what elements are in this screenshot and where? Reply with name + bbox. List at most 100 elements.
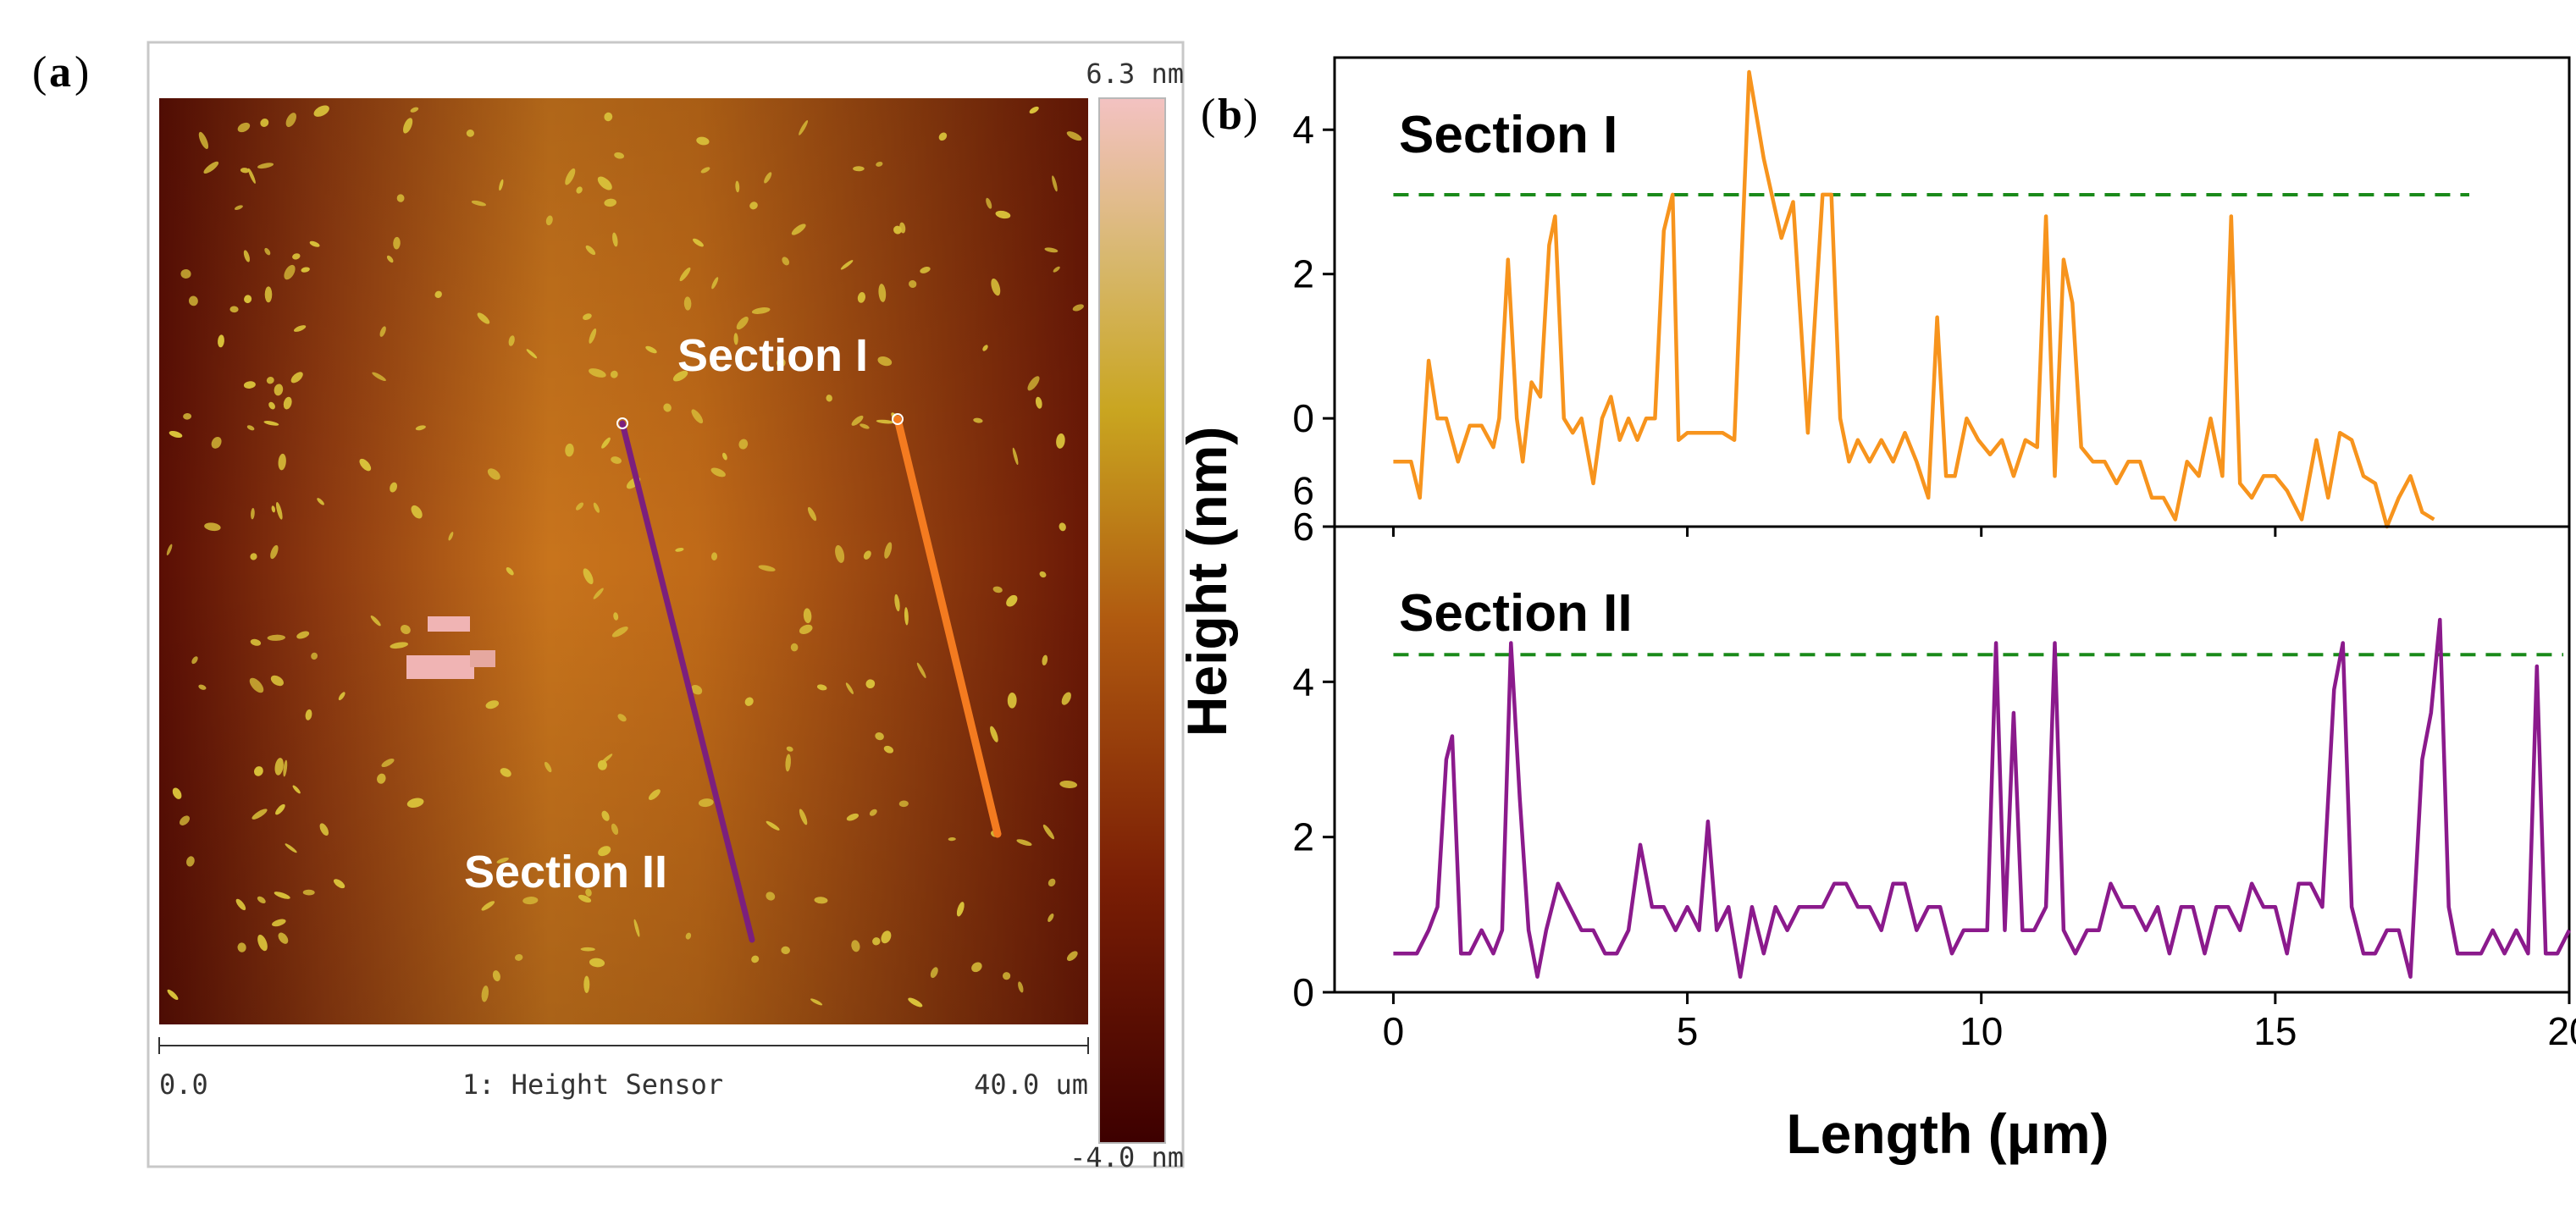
afm-particle bbox=[264, 247, 271, 256]
subplot-section-1: 0 2 4 6 bbox=[1292, 56, 2571, 529]
afm-particle bbox=[876, 419, 894, 424]
afm-particle bbox=[614, 152, 625, 159]
afm-particle bbox=[982, 345, 988, 351]
afm-particle bbox=[776, 358, 786, 367]
afm-particle bbox=[278, 932, 289, 944]
afm-particle bbox=[1066, 951, 1078, 962]
panel-a-label-letter: a bbox=[49, 48, 71, 97]
section-1-line-start bbox=[892, 413, 904, 425]
afm-particle bbox=[372, 372, 386, 382]
afm-particle bbox=[401, 624, 411, 635]
afm-particle bbox=[691, 684, 703, 695]
afm-particle bbox=[648, 789, 661, 800]
afm-particle bbox=[601, 810, 610, 821]
afm-particle bbox=[386, 255, 394, 263]
afm-particle bbox=[860, 423, 870, 429]
afm-particle bbox=[506, 567, 514, 576]
afm-particle bbox=[396, 194, 405, 202]
afm-particle bbox=[271, 505, 276, 513]
afm-particle bbox=[1012, 447, 1019, 466]
afm-particle bbox=[585, 888, 592, 897]
afm-particle bbox=[448, 532, 454, 541]
afm-particle bbox=[499, 179, 504, 191]
afm-particle bbox=[685, 932, 692, 940]
afm-particle bbox=[986, 197, 992, 209]
afm-particle bbox=[589, 328, 597, 344]
afm-particle bbox=[191, 656, 198, 665]
afm-particle bbox=[766, 820, 780, 831]
afm-particle bbox=[172, 787, 182, 799]
afm-particle bbox=[749, 202, 758, 210]
afm-particle bbox=[234, 205, 243, 210]
afm-particle bbox=[496, 857, 509, 864]
afm-particle bbox=[244, 295, 252, 304]
afm-particle bbox=[751, 307, 771, 314]
afm-particle bbox=[875, 731, 884, 741]
afm-particle bbox=[790, 643, 799, 652]
afm-particle bbox=[508, 335, 515, 346]
afm-particle bbox=[188, 295, 198, 306]
afm-particle bbox=[293, 325, 307, 332]
afm-particle bbox=[575, 502, 584, 511]
colorbar-max-label: 6.3 nm bbox=[1086, 58, 1184, 90]
afm-particle bbox=[275, 501, 283, 520]
afm-patch-block-3 bbox=[470, 650, 495, 667]
afm-particle bbox=[290, 372, 303, 384]
panel-b-label-open: ( bbox=[1201, 91, 1215, 139]
subplot-frame bbox=[1333, 525, 2571, 994]
afm-particle bbox=[1061, 692, 1071, 705]
afm-particle bbox=[991, 278, 1001, 296]
afm-particle bbox=[183, 412, 192, 420]
x-tick-label: 15 bbox=[2253, 1009, 2297, 1053]
afm-particle bbox=[580, 947, 595, 952]
afm-particle bbox=[229, 306, 239, 313]
afm-particle bbox=[846, 813, 860, 821]
afm-particle bbox=[611, 456, 622, 464]
afm-particle bbox=[1007, 693, 1017, 709]
afm-section-2-label: Section II bbox=[464, 847, 667, 897]
afm-particle bbox=[264, 286, 273, 303]
afm-particle bbox=[251, 508, 255, 520]
afm-axis-left-label: 0.0 bbox=[159, 1068, 208, 1101]
afm-particle bbox=[301, 267, 310, 273]
afm-particle bbox=[617, 714, 627, 722]
afm-particle bbox=[920, 266, 931, 273]
afm-particle bbox=[990, 726, 998, 743]
afm-particle bbox=[781, 946, 790, 955]
afm-particle bbox=[274, 384, 284, 396]
afm-particle bbox=[948, 836, 956, 842]
afm-particle bbox=[791, 224, 806, 235]
afm-particle bbox=[1018, 981, 1024, 993]
afm-particle bbox=[698, 798, 714, 808]
afm-particle bbox=[485, 700, 500, 709]
afm-particle bbox=[840, 260, 854, 270]
afm-particle bbox=[799, 119, 809, 135]
x-tick-label: 10 bbox=[1960, 1009, 2003, 1053]
afm-particles bbox=[166, 105, 1084, 1008]
afm-particle bbox=[758, 565, 776, 571]
afm-particle bbox=[600, 754, 613, 765]
afm-particle bbox=[583, 568, 594, 585]
afm-particle bbox=[270, 544, 279, 560]
afm-particle bbox=[1048, 914, 1054, 922]
series-line-section-1 bbox=[1393, 69, 2435, 529]
x-axis: 0 5 10 15 20 bbox=[1383, 527, 2576, 1053]
afm-particle bbox=[283, 396, 292, 410]
afm-particle bbox=[799, 809, 808, 825]
afm-particle bbox=[710, 467, 726, 478]
afm-particle bbox=[992, 586, 1003, 593]
afm-particle bbox=[166, 544, 173, 556]
afm-particle bbox=[544, 761, 552, 773]
afm-particle bbox=[691, 409, 704, 424]
afm-particle bbox=[814, 897, 828, 904]
afm-particle bbox=[679, 267, 691, 282]
afm-particle bbox=[601, 437, 611, 449]
y-tick-label: 4 bbox=[1292, 108, 1314, 152]
afm-particle bbox=[565, 168, 576, 185]
subplot-1-title: Section I bbox=[1399, 106, 1617, 164]
afm-particle bbox=[1044, 247, 1059, 253]
afm-particle bbox=[274, 758, 284, 776]
afm-particle bbox=[1042, 824, 1054, 840]
afm-particle bbox=[267, 634, 285, 641]
